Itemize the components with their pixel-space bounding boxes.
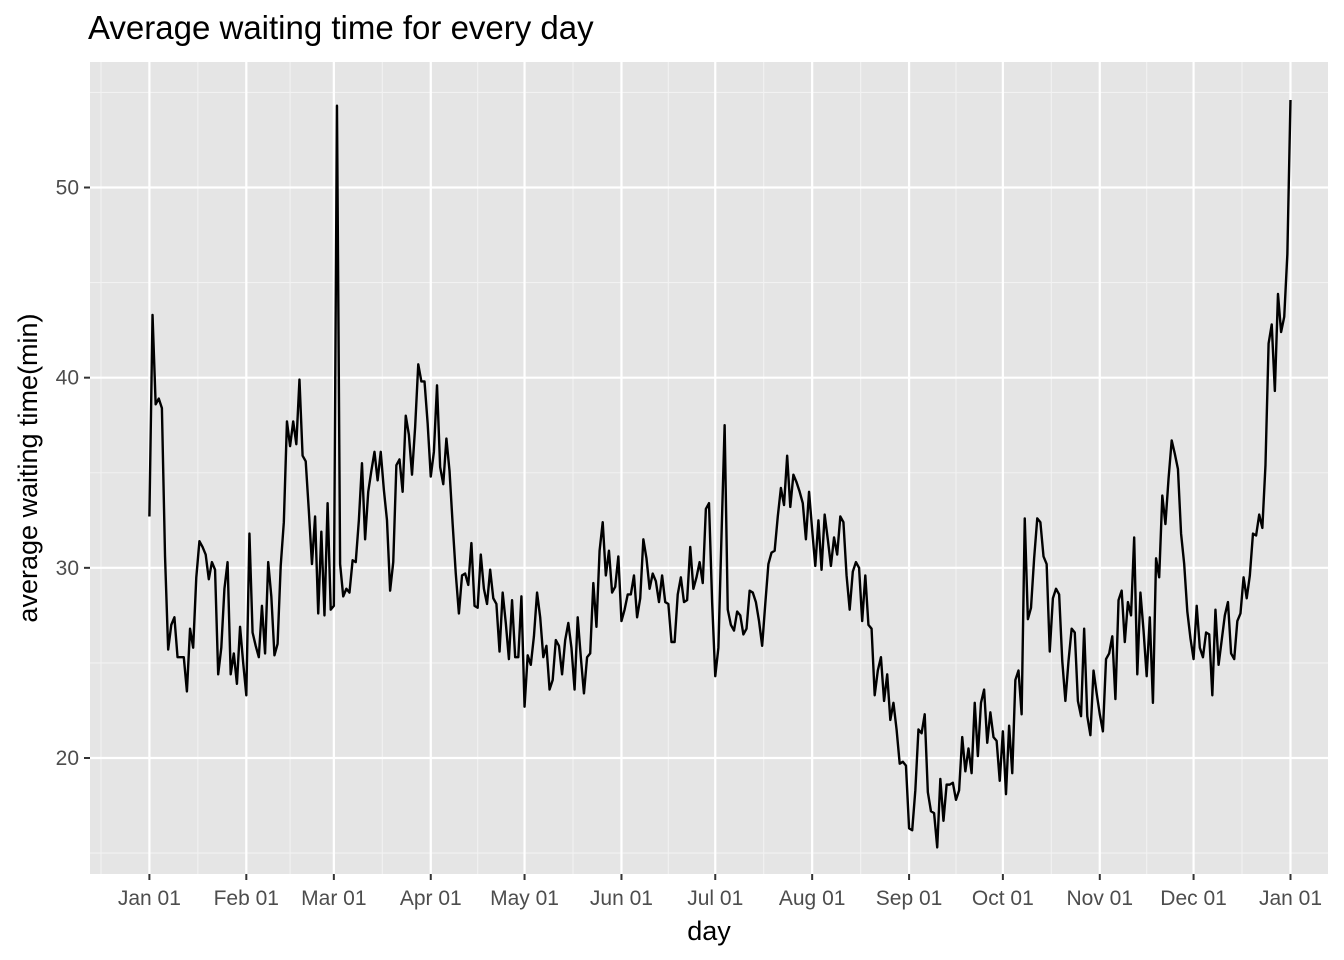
x-axis-title: day	[687, 916, 731, 946]
x-tick-label: Jun 01	[590, 887, 653, 910]
y-tick-label: 30	[56, 557, 79, 580]
plot-panel	[90, 62, 1328, 874]
x-tick-label: Feb 01	[214, 887, 279, 910]
x-tick-label: Sep 01	[876, 887, 943, 910]
x-tick-label: Jul 01	[687, 887, 743, 910]
x-tick-label: May 01	[490, 887, 559, 910]
y-tick-label: 50	[56, 177, 79, 200]
x-tick-label: Oct 01	[972, 887, 1034, 910]
chart-title: Average waiting time for every day	[88, 9, 594, 46]
major-gridlines	[90, 62, 1328, 874]
x-tick-label: Aug 01	[779, 887, 846, 910]
x-tick-label: Jan 01	[1259, 887, 1322, 910]
series-line	[148, 100, 1292, 849]
x-tick-label: Jan 01	[118, 887, 181, 910]
x-tick-label: Mar 01	[301, 887, 366, 910]
x-tick-label: Dec 01	[1160, 887, 1227, 910]
x-tick-label: Nov 01	[1067, 887, 1134, 910]
y-tick-label: 40	[56, 367, 79, 390]
y-tick-label: 20	[56, 747, 79, 770]
y-axis-title: average waiting time(min)	[13, 313, 43, 622]
y-axis: 20 30 40 50	[56, 177, 90, 770]
x-axis: Jan 01 Feb 01 Mar 01 Apr 01 May 01 Jun 01 Jul …	[118, 874, 1322, 910]
minor-gridlines	[90, 62, 1328, 874]
x-tick-label: Apr 01	[400, 887, 462, 910]
